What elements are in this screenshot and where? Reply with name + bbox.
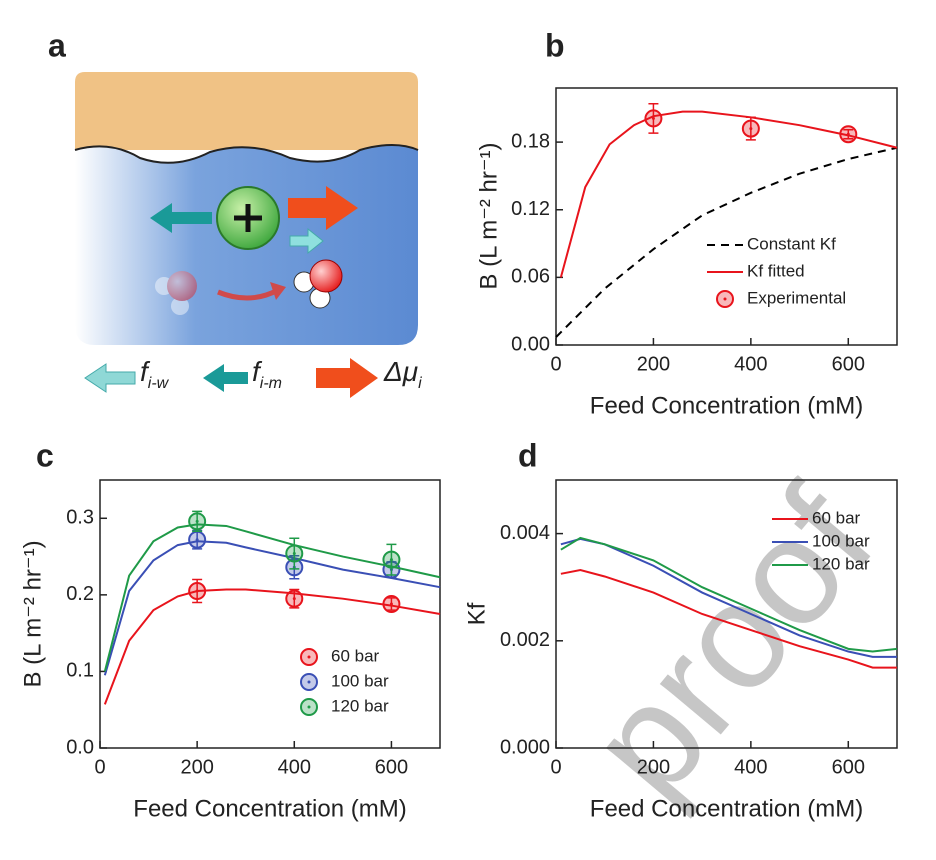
arrow-label: fi-w <box>140 356 170 392</box>
x-tick-label: 600 <box>832 756 865 778</box>
x-tick-label: 400 <box>278 756 311 778</box>
legend-marker-center <box>307 655 311 659</box>
x-tick-label: 0 <box>550 353 561 375</box>
arrow <box>289 227 324 255</box>
x-tick-label: 0 <box>550 756 561 778</box>
legend-marker-center <box>723 297 727 301</box>
series-line <box>560 536 898 653</box>
x-tick-label: 200 <box>637 353 670 375</box>
x-tick-label: 400 <box>734 756 767 778</box>
x-tick-label: 400 <box>734 353 767 375</box>
arrow <box>203 364 248 392</box>
fit-line <box>103 588 441 705</box>
y-tick-label: 0.000 <box>500 736 550 758</box>
y-tick-label: 0.3 <box>66 507 94 529</box>
point-center <box>292 552 296 556</box>
x-tick-label: 200 <box>180 756 213 778</box>
legend-label: Kf fitted <box>747 261 805 280</box>
plot-frame <box>555 87 898 346</box>
legend-label: 60 bar <box>812 508 861 527</box>
point-center <box>389 602 393 606</box>
series-line <box>555 146 898 338</box>
legend-label: 60 bar <box>331 646 380 665</box>
point-center <box>651 116 655 120</box>
legend-label: 120 bar <box>331 696 389 715</box>
x-axis-label: Feed Concentration (mM) <box>590 392 863 419</box>
point-center <box>195 538 199 542</box>
point-center <box>292 597 296 601</box>
panel-label: a <box>48 27 66 63</box>
y-axis-label: Kf <box>463 602 490 625</box>
panel-label: d <box>518 437 538 473</box>
arrow <box>150 203 212 233</box>
water-molecule <box>155 271 197 315</box>
legend-label: 100 bar <box>331 671 389 690</box>
y-axis-label: B (L m⁻² hr⁻¹) <box>475 142 502 289</box>
point-center <box>846 132 850 136</box>
arrow <box>270 282 286 300</box>
arrow-label: fi-m <box>252 356 282 392</box>
y-tick-label: 0.12 <box>511 198 550 220</box>
fit-line <box>103 523 441 672</box>
series-line <box>560 569 897 669</box>
fit-line <box>103 540 441 676</box>
y-tick-label: 0.2 <box>66 583 94 605</box>
y-tick-label: 0.1 <box>66 660 94 682</box>
panel-a-diagram: a fi-w fi-m Δμi <box>48 27 422 398</box>
legend-label: Constant Kf <box>747 234 836 253</box>
legend-label: Experimental <box>747 288 846 307</box>
water-molecule <box>293 259 343 309</box>
y-tick-label: 0.0 <box>66 736 94 758</box>
interface <box>74 144 419 164</box>
y-tick-label: 0.18 <box>511 130 550 152</box>
x-axis-label: Feed Concentration (mM) <box>133 795 406 822</box>
panel-label: c <box>36 437 54 473</box>
arrow-label: Δμi <box>383 356 422 392</box>
x-tick-label: 600 <box>832 353 865 375</box>
arrow <box>217 287 280 301</box>
series-line <box>559 110 898 278</box>
plot-frame <box>555 479 898 749</box>
y-tick-label: 0.004 <box>500 522 550 544</box>
panel-label: b <box>545 27 565 63</box>
arrow <box>84 363 136 393</box>
legend-label: 100 bar <box>812 531 870 550</box>
point-center <box>195 519 199 523</box>
x-axis-label: Feed Concentration (mM) <box>590 795 863 822</box>
sand <box>75 72 418 150</box>
legend-marker-center <box>307 680 311 684</box>
legend-marker-center <box>307 705 311 709</box>
point-center <box>749 127 753 131</box>
point-center <box>195 589 199 593</box>
legend-label: 120 bar <box>812 554 870 573</box>
point-center <box>389 558 393 562</box>
y-tick-label: 0.00 <box>511 333 550 355</box>
x-tick-label: 200 <box>637 756 670 778</box>
y-axis-label: B (L m⁻² hr⁻¹) <box>19 540 46 687</box>
arrow <box>316 358 378 398</box>
y-tick-label: 0.002 <box>500 629 550 651</box>
x-tick-label: 600 <box>375 756 408 778</box>
x-tick-label: 0 <box>94 756 105 778</box>
plus <box>234 204 262 232</box>
y-tick-label: 0.06 <box>511 266 550 288</box>
arrow <box>288 186 358 230</box>
